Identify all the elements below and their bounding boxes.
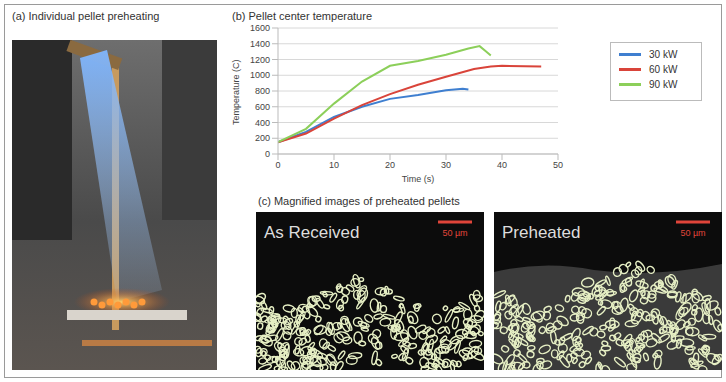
svg-text:50 µm: 50 µm bbox=[680, 228, 705, 238]
svg-text:50: 50 bbox=[553, 160, 563, 170]
html-text:30 kW: 30 kW bbox=[649, 49, 678, 60]
svg-text:200: 200 bbox=[255, 133, 270, 143]
svg-text:10: 10 bbox=[329, 160, 339, 170]
svg-text:1000: 1000 bbox=[250, 70, 270, 80]
svg-text:1400: 1400 bbox=[250, 39, 270, 49]
html-text:(c) Magnified images of prehea: (c) Magnified images of preheated pellet… bbox=[258, 195, 460, 207]
svg-text:20: 20 bbox=[385, 160, 395, 170]
html-text:60 kW: 60 kW bbox=[649, 64, 678, 75]
svg-text:50 µm: 50 µm bbox=[442, 228, 467, 238]
svg-text:0: 0 bbox=[275, 160, 280, 170]
svg-text:1200: 1200 bbox=[250, 55, 270, 65]
html-text:(a) Individual pellet preheati: (a) Individual pellet preheating bbox=[12, 10, 160, 22]
svg-text:800: 800 bbox=[255, 86, 270, 96]
svg-text:1600: 1600 bbox=[250, 23, 270, 33]
svg-text:600: 600 bbox=[255, 102, 270, 112]
svg-text:As Received: As Received bbox=[264, 223, 359, 242]
html-text:(b) Pellet center temperature: (b) Pellet center temperature bbox=[232, 10, 372, 22]
svg-text:0: 0 bbox=[265, 149, 270, 159]
svg-text:Time (s): Time (s) bbox=[402, 174, 435, 184]
svg-text:400: 400 bbox=[255, 118, 270, 128]
svg-text:40: 40 bbox=[497, 160, 507, 170]
svg-text:30: 30 bbox=[441, 160, 451, 170]
html-text:90 kW: 90 kW bbox=[649, 79, 678, 90]
svg-text:Preheated: Preheated bbox=[502, 223, 580, 242]
svg-text:Temperature (C): Temperature (C) bbox=[231, 59, 241, 125]
